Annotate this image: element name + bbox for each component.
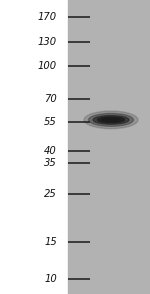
Text: 55: 55 [44,116,57,126]
Text: 170: 170 [38,12,57,22]
Ellipse shape [93,116,129,124]
Ellipse shape [98,117,124,123]
Bar [68,0,150,294]
Text: 70: 70 [44,94,57,104]
Ellipse shape [88,113,134,126]
Bar [0,0,68,294]
Text: 35: 35 [44,158,57,168]
Ellipse shape [84,111,138,129]
Text: 10: 10 [44,274,57,284]
Text: 130: 130 [38,37,57,47]
Ellipse shape [102,118,120,122]
Text: 25: 25 [44,189,57,199]
Text: 40: 40 [44,146,57,156]
Text: 15: 15 [44,237,57,247]
Text: 100: 100 [38,61,57,71]
